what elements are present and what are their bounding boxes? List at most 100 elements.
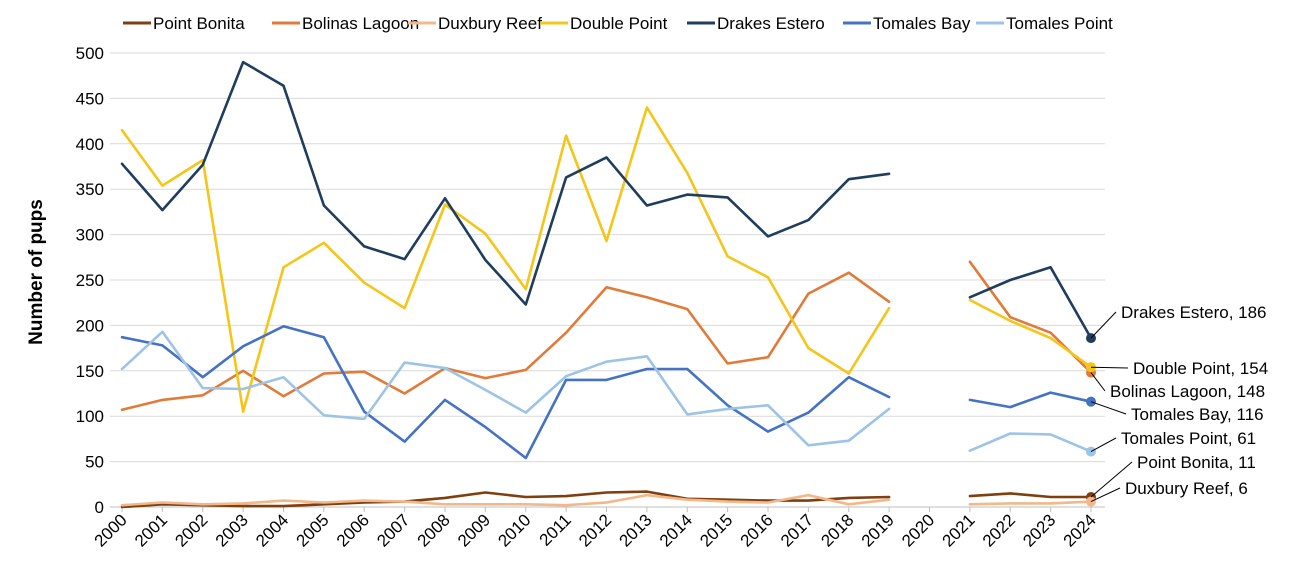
leader-line [1090,311,1117,339]
end-label-text: Duxbury Reef, 6 [1125,479,1248,498]
end-point-marker [1086,362,1096,373]
legend-label: Double Point [570,14,668,33]
x-tick-label: 2022 [979,510,1019,550]
x-tick-label: 2010 [494,510,534,550]
end-label-point-bonita: Point Bonita, 11 [1090,453,1256,498]
end-label-text: Bolinas Lagoon, 148 [1110,382,1265,401]
series-line-segment [968,260,1093,374]
series-drakes-estero [120,60,1096,344]
x-tick-label: 2001 [131,510,171,550]
series-point-bonita [120,490,1096,509]
y-tick-label: 100 [76,407,104,426]
legend: Point Bonita Bolinas Lagoon Duxbury Reef Do… [123,14,1113,33]
end-label-tomales-point: Tomales Point, 61 [1090,429,1256,453]
leader-line [1090,366,1129,369]
legend-item: Duxbury Reef [408,14,542,33]
leader-line [1090,372,1106,392]
x-tick-label: 2007 [373,510,413,550]
x-tick-label: 2021 [939,510,979,550]
y-tick-label: 50 [85,453,104,472]
end-label-text: Double Point, 154 [1133,359,1268,378]
x-tick-label: 2012 [575,510,615,550]
end-label-drakes-estero: Drakes Estero, 186 [1090,303,1267,339]
gridlines [110,52,1105,463]
series-line-segment [120,271,891,412]
series-line-segment [120,493,891,507]
x-tick-label: 2014 [656,510,696,550]
leader-line [1090,437,1117,453]
leader-line [1090,487,1121,503]
series-line-segment [120,330,891,447]
series-line-segment [968,391,1093,409]
x-tick-label: 2018 [817,510,857,550]
y-tick-label: 200 [76,316,104,335]
x-tick-label: 2004 [252,510,292,550]
legend-item: Bolinas Lagoon [272,14,419,33]
series-line-segment [120,60,891,306]
y-tick-label: 350 [76,180,104,199]
x-tick-label: 2009 [454,510,494,550]
x-tick-label: 2002 [171,510,211,550]
end-label-text: Tomales Point, 61 [1121,429,1256,448]
series-lines [120,60,1096,509]
leader-line [1090,401,1127,415]
leader-line [1090,461,1133,498]
series-line-segment [120,490,891,509]
end-label-bolinas-lagoon: Bolinas Lagoon, 148 [1090,372,1265,401]
legend-item: Tomales Bay [843,14,971,33]
end-point-marker [1086,396,1096,407]
x-tick-label: 2008 [414,510,454,550]
x-tick-label: 2003 [212,510,252,550]
x-tick-label: 2011 [536,510,575,549]
end-label-text: Point Bonita, 11 [1137,453,1256,472]
legend-label: Tomales Point [1006,14,1113,33]
end-label-text: Drakes Estero, 186 [1121,303,1267,322]
y-tick-label: 500 [76,44,104,63]
legend-label: Bolinas Lagoon [302,14,419,33]
end-label-text: Tomales Bay, 116 [1131,405,1264,424]
legend-label: Point Bonita [153,14,245,33]
legend-label: Duxbury Reef [438,14,542,33]
legend-item: Double Point [540,14,668,33]
legend-item: Tomales Point [976,14,1113,33]
series-tomales-bay [120,324,1096,460]
x-tick-label: 2020 [898,510,938,550]
y-axis-label: Number of pups [26,199,47,345]
x-tick-label: 2006 [333,510,373,550]
legend-label: Drakes Estero [717,14,825,33]
series-line-segment [968,500,1093,506]
end-labels: Point Bonita, 11 Bolinas Lagoon, 148 Duxbu… [1090,303,1268,503]
x-tick-label: 2019 [858,510,898,550]
series-line-segment [968,298,1093,369]
y-tick-label: 300 [76,226,104,245]
legend-item: Drakes Estero [687,14,825,33]
x-tick-label: 2013 [616,510,656,550]
x-tick-label: 2005 [293,510,333,550]
y-tick-label: 400 [76,135,104,154]
y-tick-label: 0 [95,498,104,517]
legend-item: Point Bonita [123,14,245,33]
x-tick-label: 2023 [1019,510,1059,550]
x-tick-label: 2015 [696,510,736,550]
end-point-marker [1086,446,1096,457]
series-line-segment [968,265,1093,340]
end-label-tomales-bay: Tomales Bay, 116 [1090,401,1264,424]
series-tomales-point [120,330,1096,457]
series-line-segment [968,432,1093,453]
end-label-duxbury-reef: Duxbury Reef, 6 [1090,479,1248,503]
series-line-segment [968,492,1093,499]
series-double-point [120,106,1096,414]
y-tick-label: 250 [76,271,104,290]
x-tick-label: 2024 [1060,510,1100,550]
x-tick-label: 2016 [737,510,777,550]
legend-label: Tomales Bay [873,14,971,33]
end-label-double-point: Double Point, 154 [1090,359,1268,378]
x-tick-label: 2017 [777,510,817,550]
series-line-segment [120,324,891,460]
series-bolinas-lagoon [120,260,1096,412]
series-line-segment [120,106,891,414]
y-tick-label: 450 [76,89,104,108]
